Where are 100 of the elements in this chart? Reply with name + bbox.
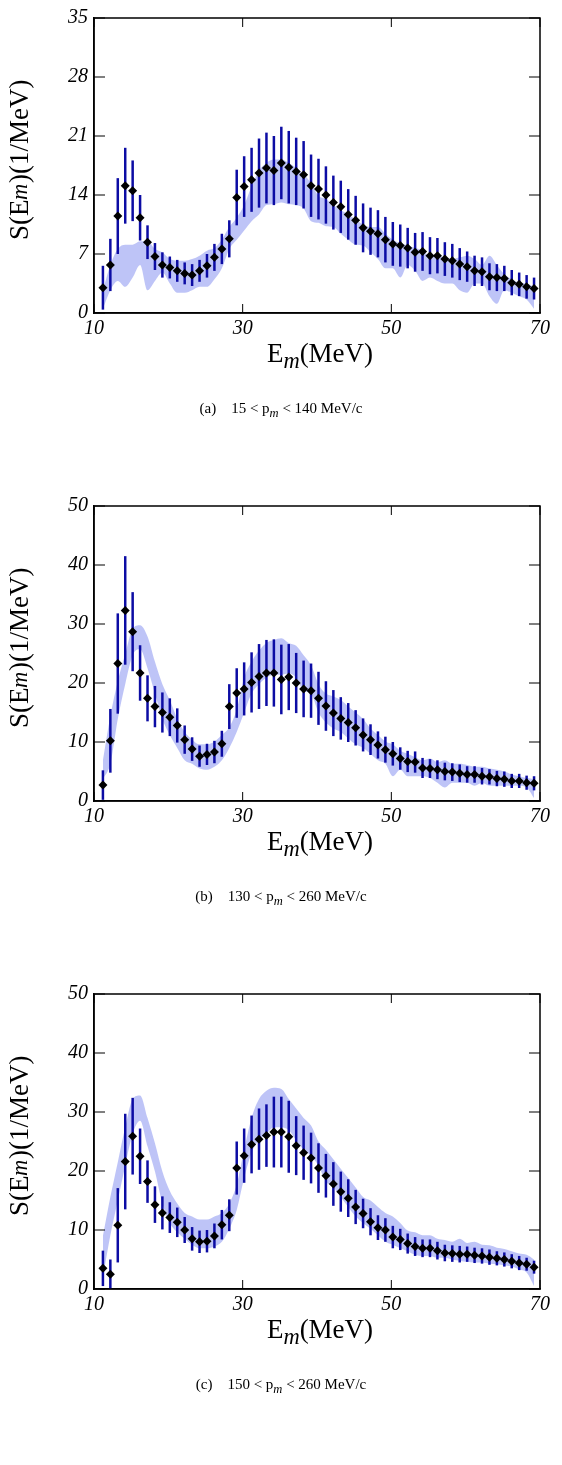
point <box>98 780 108 790</box>
point <box>195 751 205 761</box>
point <box>432 251 442 261</box>
point <box>343 718 353 728</box>
point <box>254 672 264 682</box>
point <box>195 1237 205 1247</box>
point <box>150 1200 160 1210</box>
point <box>321 701 331 711</box>
point <box>388 749 398 759</box>
point <box>336 713 346 723</box>
point <box>373 229 383 239</box>
point <box>113 211 123 221</box>
x-tick-label: 30 <box>231 316 253 339</box>
point <box>232 193 242 203</box>
y-tick-label: 20 <box>68 1158 88 1181</box>
point <box>432 1246 442 1256</box>
point <box>306 1153 316 1163</box>
point <box>499 774 509 784</box>
point <box>202 1236 212 1246</box>
point <box>180 268 190 278</box>
point <box>410 757 420 767</box>
point <box>128 627 138 637</box>
point <box>157 708 167 717</box>
point <box>217 1220 227 1230</box>
point <box>440 254 450 264</box>
point <box>209 252 219 262</box>
point <box>187 270 197 280</box>
point <box>366 735 376 745</box>
x-tick-label: 50 <box>381 316 402 339</box>
y-tick-label: 30 <box>67 1099 88 1122</box>
point <box>470 1250 480 1260</box>
point <box>254 1134 264 1144</box>
point <box>232 1163 242 1173</box>
point <box>388 1232 398 1242</box>
point <box>105 736 115 746</box>
point <box>484 272 494 282</box>
point <box>470 266 480 276</box>
y-tick-label: 14 <box>68 182 88 205</box>
point <box>143 693 153 703</box>
x-tick-label: 30 <box>231 804 253 827</box>
point <box>358 730 368 740</box>
point <box>150 702 160 712</box>
point <box>522 282 532 292</box>
point <box>224 234 234 244</box>
point <box>313 1163 323 1173</box>
point <box>336 1187 346 1197</box>
point <box>98 283 108 293</box>
point <box>410 247 420 257</box>
point <box>403 1239 413 1249</box>
point <box>403 243 413 253</box>
y-tick-label: 10 <box>68 1217 88 1240</box>
point <box>321 1171 331 1181</box>
y-tick-label: 50 <box>68 981 88 1004</box>
point <box>217 739 227 749</box>
point <box>180 1225 190 1235</box>
point <box>418 763 428 773</box>
point <box>328 1179 338 1189</box>
point <box>380 235 390 245</box>
point <box>447 767 457 777</box>
point <box>366 1217 376 1227</box>
point <box>291 1141 301 1151</box>
point <box>98 1263 108 1273</box>
point <box>209 1231 219 1241</box>
point <box>388 239 398 249</box>
point <box>447 256 457 266</box>
y-tick-label: 20 <box>68 670 88 693</box>
point <box>328 198 338 208</box>
point <box>425 251 435 261</box>
point <box>462 262 472 272</box>
point <box>291 678 301 688</box>
point <box>358 1208 368 1218</box>
point <box>239 1151 249 1161</box>
point <box>425 764 435 774</box>
point <box>306 686 316 696</box>
point <box>351 1202 361 1212</box>
point <box>470 769 480 779</box>
point <box>276 158 286 168</box>
point <box>440 1248 450 1258</box>
y-tick-label: 0 <box>78 300 88 323</box>
point <box>492 273 502 283</box>
point <box>113 659 123 669</box>
point <box>165 262 175 272</box>
y-tick-label: 7 <box>78 241 89 264</box>
point <box>247 677 257 687</box>
point <box>247 175 257 185</box>
point <box>284 672 294 682</box>
point <box>373 740 383 750</box>
point <box>351 215 361 225</box>
y-tick-label: 10 <box>68 729 88 752</box>
point <box>328 708 338 718</box>
point <box>120 181 130 191</box>
point <box>507 278 517 288</box>
point <box>113 1220 123 1230</box>
point <box>128 186 138 196</box>
point <box>366 226 376 236</box>
point <box>299 1148 309 1158</box>
point <box>254 168 264 178</box>
point <box>440 767 450 776</box>
point <box>157 1208 167 1218</box>
point <box>202 749 212 759</box>
